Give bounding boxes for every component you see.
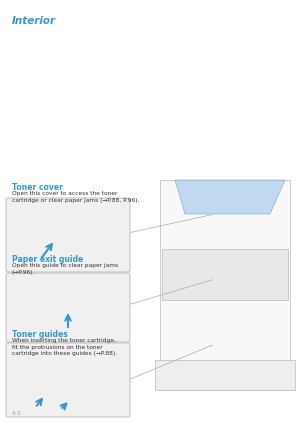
Text: Toner cover: Toner cover (12, 183, 63, 192)
Text: Paper exit guide: Paper exit guide (12, 255, 83, 264)
Text: Open this guide to clear paper jams
(→P.96).: Open this guide to clear paper jams (→P.… (12, 263, 118, 275)
Text: Open this cover to access the toner
cartridge or clear paper jams (→P.88, P.96).: Open this cover to access the toner cart… (12, 191, 140, 203)
Text: When inserting the toner cartridge,
fit the protrusions on the toner
cartridge i: When inserting the toner cartridge, fit … (12, 338, 117, 356)
FancyBboxPatch shape (6, 343, 130, 417)
Polygon shape (160, 180, 290, 390)
Polygon shape (175, 180, 285, 214)
Polygon shape (162, 249, 288, 300)
Text: 4 5: 4 5 (12, 411, 21, 416)
FancyBboxPatch shape (6, 198, 130, 272)
Text: Toner guides: Toner guides (12, 330, 68, 339)
FancyBboxPatch shape (6, 273, 130, 342)
Polygon shape (155, 360, 295, 390)
Text: Interior: Interior (12, 16, 56, 26)
